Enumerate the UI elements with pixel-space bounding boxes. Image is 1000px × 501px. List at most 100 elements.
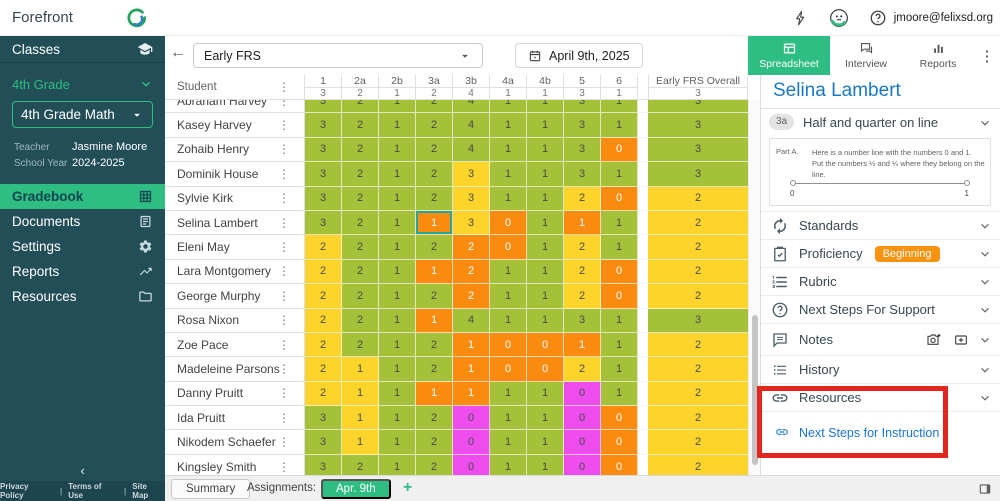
score-cell-6[interactable]: 1 [601, 210, 638, 236]
score-cell-4b[interactable]: 0 [527, 332, 564, 358]
score-cell-4a[interactable]: 1 [490, 430, 527, 455]
score-cell-2a[interactable]: 2 [342, 186, 379, 211]
score-cell-5[interactable]: 0 [564, 454, 601, 475]
score-cell-4b[interactable]: 1 [527, 186, 564, 211]
score-cell-6[interactable]: 0 [601, 406, 638, 431]
vertical-scrollbar[interactable] [748, 100, 760, 475]
score-cell-4b[interactable]: 1 [527, 100, 564, 114]
section-rubric[interactable]: Rubric [761, 267, 1000, 295]
student-name-cell[interactable]: Dominik House ⋮ [165, 162, 305, 187]
score-cell-2b[interactable]: 1 [379, 100, 416, 114]
sidebar-item-resources[interactable]: Resources [0, 284, 165, 309]
student-name-cell[interactable]: Nikodem Schaefer ⋮ [165, 430, 305, 455]
score-cell-1[interactable]: 3 [305, 186, 342, 211]
overall-column-header[interactable]: Early FRS Overall [648, 75, 748, 88]
score-cell-4b[interactable]: 1 [527, 430, 564, 455]
student-name-cell[interactable]: Selina Lambert ⋮ [165, 210, 305, 236]
score-cell-5[interactable]: 3 [564, 100, 601, 114]
user-email[interactable]: jmoore@felixsd.org [893, 12, 993, 24]
score-cell-4b[interactable]: 1 [527, 284, 564, 309]
score-cell-3b[interactable]: 4 [453, 113, 490, 138]
score-cell-3b[interactable]: 0 [453, 454, 490, 475]
score-cell-1[interactable]: 2 [305, 259, 342, 285]
student-name-cell[interactable]: Zoe Pace ⋮ [165, 332, 305, 358]
score-cell-1[interactable]: 3 [305, 100, 342, 114]
score-cell-4b[interactable]: 1 [527, 308, 564, 333]
score-cell-4a[interactable]: 1 [490, 284, 527, 309]
score-cell-2b[interactable]: 1 [379, 308, 416, 333]
row-menu-icon[interactable]: ⋮ [278, 142, 290, 157]
score-cell-3a[interactable]: 2 [416, 113, 453, 138]
overall-cell[interactable]: 2 [648, 357, 748, 382]
score-cell-2a[interactable]: 2 [342, 308, 379, 333]
score-cell-5[interactable]: 2 [564, 235, 601, 260]
score-cell-5[interactable]: 0 [564, 406, 601, 431]
score-cell-3a[interactable]: 2 [416, 332, 453, 358]
score-cell-1[interactable]: 3 [305, 430, 342, 455]
score-cell-4b[interactable]: 1 [527, 113, 564, 138]
score-cell-5[interactable]: 2 [564, 259, 601, 285]
score-cell-3b[interactable]: 1 [453, 332, 490, 358]
score-cell-4b[interactable]: 1 [527, 210, 564, 236]
summary-button[interactable]: Summary [171, 479, 251, 499]
score-cell-4b[interactable]: 1 [527, 235, 564, 260]
assignment-date-chip[interactable]: Apr. 9th [321, 479, 391, 499]
section-resources[interactable]: Resources [761, 383, 1000, 411]
score-cell-6[interactable]: 0 [601, 284, 638, 309]
score-cell-4a[interactable]: 1 [490, 406, 527, 431]
score-cell-6[interactable]: 1 [601, 381, 638, 407]
score-cell-6[interactable]: 1 [601, 308, 638, 333]
footer-link-terms-of-use[interactable]: Terms of Use [68, 482, 102, 500]
score-cell-3b[interactable]: 3 [453, 186, 490, 211]
score-cell-3a[interactable]: 2 [416, 454, 453, 475]
score-cell-6[interactable]: 0 [601, 259, 638, 285]
score-cell-6[interactable]: 1 [601, 162, 638, 187]
score-cell-3a[interactable]: 2 [416, 186, 453, 211]
score-cell-2b[interactable]: 1 [379, 137, 416, 163]
score-cell-1[interactable]: 2 [305, 381, 342, 407]
row-menu-icon[interactable]: ⋮ [278, 100, 290, 108]
student-name-cell[interactable]: George Murphy ⋮ [165, 284, 305, 309]
score-cell-5[interactable]: 2 [564, 357, 601, 382]
score-cell-3a[interactable]: 1 [416, 210, 453, 236]
overall-cell[interactable]: 3 [648, 137, 748, 163]
score-cell-3a[interactable]: 1 [416, 308, 453, 333]
score-cell-4a[interactable]: 1 [490, 162, 527, 187]
column-header-2a[interactable]: 2a [342, 75, 379, 88]
score-cell-5[interactable]: 0 [564, 430, 601, 455]
overall-cell[interactable]: 2 [648, 259, 748, 285]
overall-cell[interactable]: 2 [648, 454, 748, 475]
tab-interview[interactable]: Interview [830, 36, 902, 75]
score-cell-4b[interactable]: 1 [527, 259, 564, 285]
score-cell-4b[interactable]: 1 [527, 137, 564, 163]
score-cell-2a[interactable]: 2 [342, 137, 379, 163]
score-cell-5[interactable]: 3 [564, 113, 601, 138]
score-cell-4a[interactable]: 1 [490, 259, 527, 285]
score-cell-3b[interactable]: 4 [453, 137, 490, 163]
score-cell-4a[interactable]: 1 [490, 113, 527, 138]
overall-cell[interactable]: 2 [648, 332, 748, 358]
footer-link-site-map[interactable]: Site Map [132, 482, 149, 500]
sidebar-item-settings[interactable]: Settings [0, 234, 165, 259]
score-cell-2b[interactable]: 1 [379, 381, 416, 407]
score-cell-2b[interactable]: 1 [379, 357, 416, 382]
student-name-cell[interactable]: Ida Pruitt ⋮ [165, 406, 305, 431]
section-standards[interactable]: Standards [761, 211, 1000, 239]
score-cell-1[interactable]: 3 [305, 454, 342, 475]
student-name-cell[interactable]: Zohaib Henry ⋮ [165, 137, 305, 163]
score-cell-3a[interactable]: 2 [416, 430, 453, 455]
score-cell-2b[interactable]: 1 [379, 210, 416, 236]
score-cell-6[interactable]: 0 [601, 430, 638, 455]
score-cell-1[interactable]: 3 [305, 210, 342, 236]
score-cell-3a[interactable]: 1 [416, 259, 453, 285]
score-cell-4a[interactable]: 1 [490, 454, 527, 475]
column-header-3b[interactable]: 3b [453, 75, 490, 88]
score-cell-6[interactable]: 1 [601, 100, 638, 114]
date-picker-button[interactable]: April 9th, 2025 [515, 43, 643, 68]
score-cell-4b[interactable]: 1 [527, 381, 564, 407]
sidebar-item-reports[interactable]: Reports [0, 259, 165, 284]
score-cell-5[interactable]: 2 [564, 186, 601, 211]
score-cell-1[interactable]: 2 [305, 357, 342, 382]
score-cell-5[interactable]: 2 [564, 284, 601, 309]
score-cell-2a[interactable]: 1 [342, 406, 379, 431]
